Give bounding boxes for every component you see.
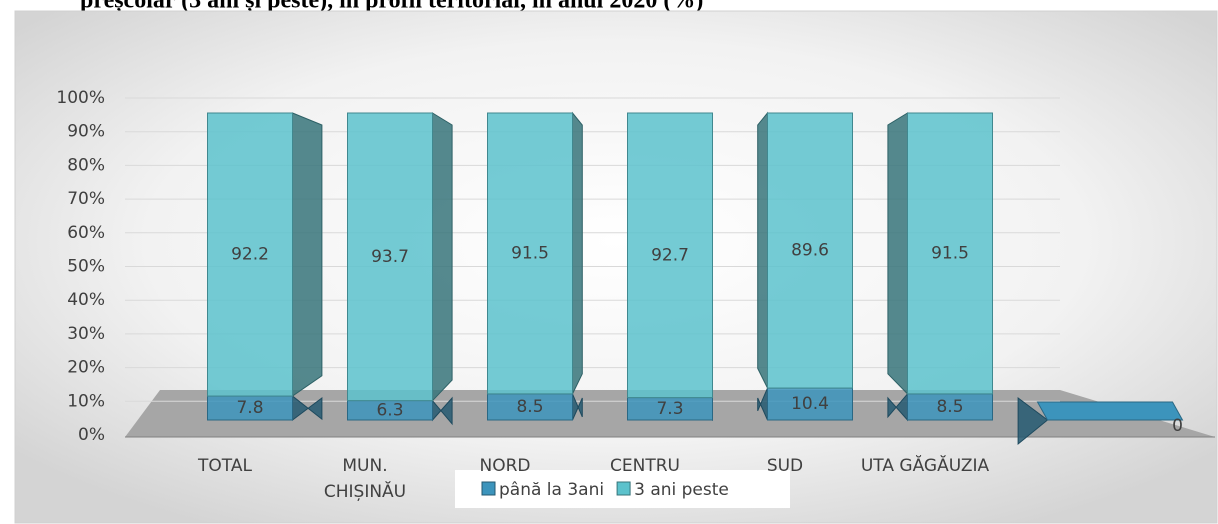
legend-label: până la 3ani	[499, 480, 604, 500]
data-label: 91.5	[931, 243, 969, 263]
bar	[487, 393, 573, 421]
y-tick-label: 50%	[67, 257, 105, 277]
chart-title: preșcolar (3 ani și peste), în profil te…	[80, 0, 703, 14]
bar	[767, 112, 853, 389]
y-tick-label: 0%	[78, 425, 105, 445]
data-label: 92.7	[651, 245, 689, 265]
data-label: 7.3	[656, 399, 683, 419]
x-tick-label: SUD	[766, 456, 804, 476]
x-tick-label: CENTRU	[610, 456, 680, 476]
data-label: 7.8	[236, 398, 263, 418]
y-tick-label: 40%	[67, 290, 105, 310]
bar	[487, 112, 573, 395]
legend-swatch	[616, 481, 631, 496]
bar	[767, 387, 853, 421]
data-label: 93.7	[371, 247, 409, 267]
data-label: 89.6	[791, 241, 829, 261]
legend-swatch	[481, 481, 496, 496]
bar-side	[432, 112, 453, 402]
y-tick-label: 30%	[67, 324, 105, 344]
x-tick-label: NORD	[479, 456, 531, 476]
y-tick-label: 100%	[56, 88, 105, 108]
data-label: 8.5	[516, 397, 543, 417]
x-tick-label: UTA GĂGĂUZIA	[860, 456, 990, 476]
bar	[347, 112, 433, 402]
bar-side	[757, 111, 768, 389]
bar-side	[1017, 397, 1049, 446]
data-label: 8.5	[936, 397, 963, 417]
legend-label: 3 ani peste	[634, 480, 729, 500]
y-tick-label: 10%	[67, 391, 105, 411]
data-label: 91.5	[511, 243, 549, 263]
y-tick-label: 60%	[67, 223, 105, 243]
bar	[627, 112, 713, 399]
x-tick-label: MUN. CHIȘINĂU	[323, 456, 407, 502]
data-label: 6.3	[376, 400, 403, 420]
bar	[907, 112, 993, 395]
data-label: 92.2	[231, 245, 269, 265]
bar-side	[887, 112, 908, 396]
y-tick-label: 80%	[67, 155, 105, 175]
bar	[1036, 401, 1184, 421]
bar-side	[572, 111, 583, 395]
y-tick-label: 20%	[67, 358, 105, 378]
bar	[207, 112, 293, 397]
y-tick-label: 70%	[67, 189, 105, 209]
y-tick-label: 90%	[67, 122, 105, 142]
bar-side	[292, 112, 323, 398]
data-label: 10.4	[791, 394, 829, 414]
data-label: 0	[1172, 416, 1183, 436]
x-tick-label: TOTAL	[198, 456, 252, 476]
